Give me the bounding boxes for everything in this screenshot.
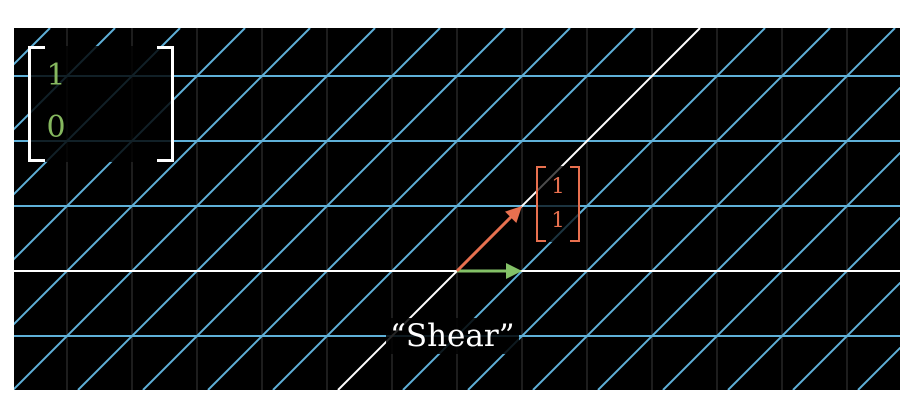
grid-line-sheared [14, 28, 311, 326]
transformation-matrix: 1 0 [28, 46, 174, 162]
vector-entry-1: 1 [551, 174, 565, 198]
vector-entry-2: 1 [551, 208, 565, 232]
grid-line-sheared [662, 151, 900, 390]
shear-visualization: 1 0 1 1 “Shear” [14, 28, 900, 390]
grid-line-sheared [207, 28, 571, 390]
grid-line-sheared [142, 28, 506, 390]
vector-arrow-shaft [455, 216, 512, 273]
matrix-entry-1: 1 [46, 58, 66, 93]
grid-line-sheared [792, 281, 900, 390]
i-hat-arrow-head [506, 263, 522, 279]
grid-line-sheared [14, 28, 246, 261]
grid-line-sheared [77, 28, 441, 390]
grid-line-sheared [727, 216, 900, 390]
right-bracket [157, 46, 174, 162]
grid-line-sheared [597, 86, 900, 390]
matrix-entry-2: 0 [46, 110, 66, 145]
shear-caption: “Shear” [386, 318, 519, 354]
left-bracket [28, 46, 45, 162]
grid-line-sheared [272, 28, 636, 390]
vector-left-bracket [536, 166, 546, 242]
vector-label: 1 1 [536, 166, 580, 242]
grid-line-sheared [532, 28, 896, 390]
grid-canvas [14, 28, 900, 390]
grid-line-sheared [467, 28, 831, 390]
vector-right-bracket [570, 166, 580, 242]
grid-line-sheared [14, 28, 376, 390]
